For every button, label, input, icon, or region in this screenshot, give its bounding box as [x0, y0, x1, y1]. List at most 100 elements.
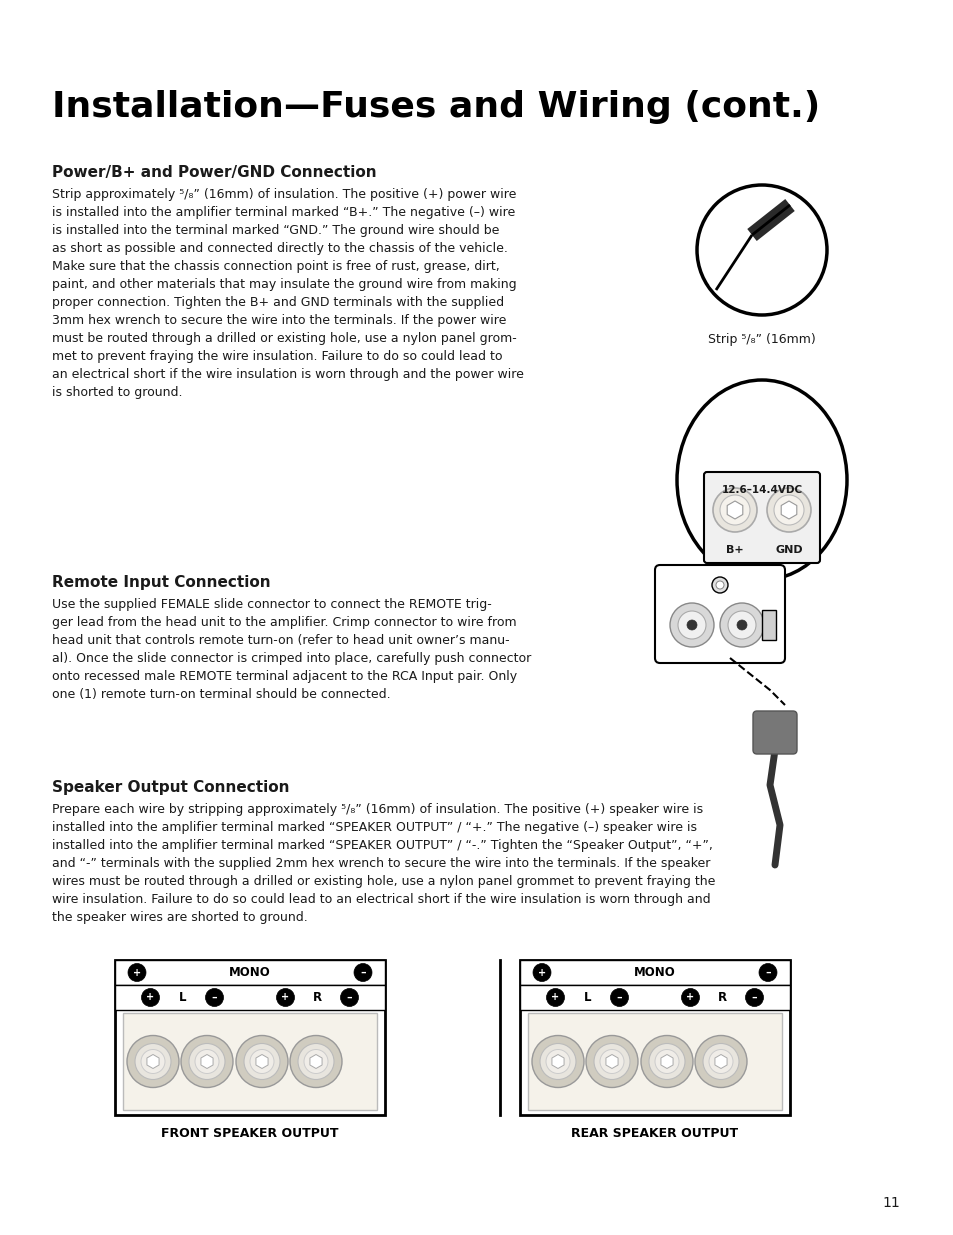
- Text: –: –: [360, 967, 365, 977]
- Circle shape: [546, 988, 564, 1007]
- Circle shape: [712, 488, 757, 532]
- Circle shape: [669, 603, 713, 647]
- Circle shape: [680, 988, 699, 1007]
- Text: MONO: MONO: [634, 966, 675, 979]
- Circle shape: [610, 988, 628, 1007]
- Text: 11: 11: [882, 1195, 899, 1210]
- Circle shape: [716, 580, 723, 589]
- Text: L: L: [178, 990, 186, 1004]
- Circle shape: [250, 1050, 274, 1073]
- Circle shape: [773, 495, 803, 525]
- Circle shape: [297, 1044, 334, 1079]
- Circle shape: [545, 1050, 569, 1073]
- Bar: [123, 1013, 376, 1110]
- Text: Remote Input Connection: Remote Input Connection: [52, 576, 271, 590]
- Circle shape: [759, 963, 776, 982]
- Text: R: R: [718, 990, 726, 1004]
- Text: GND: GND: [775, 545, 802, 555]
- Circle shape: [205, 988, 223, 1007]
- Circle shape: [235, 1035, 288, 1088]
- Circle shape: [128, 963, 146, 982]
- Polygon shape: [605, 1055, 618, 1068]
- Bar: [519, 960, 789, 1115]
- Text: MONO: MONO: [229, 966, 271, 979]
- Text: Power/B+ and Power/GND Connection: Power/B+ and Power/GND Connection: [52, 165, 376, 180]
- Circle shape: [744, 988, 762, 1007]
- Text: L: L: [583, 990, 591, 1004]
- Polygon shape: [201, 1055, 213, 1068]
- Circle shape: [244, 1044, 280, 1079]
- Circle shape: [711, 577, 727, 593]
- Text: FRONT SPEAKER OUTPUT: FRONT SPEAKER OUTPUT: [161, 1128, 338, 1140]
- Circle shape: [720, 603, 763, 647]
- Bar: [519, 960, 789, 986]
- Text: +: +: [132, 967, 141, 977]
- Circle shape: [585, 1035, 638, 1088]
- Circle shape: [141, 988, 159, 1007]
- Bar: [519, 986, 789, 1010]
- Circle shape: [695, 1035, 746, 1088]
- Circle shape: [594, 1044, 629, 1079]
- Circle shape: [539, 1044, 576, 1079]
- Circle shape: [290, 1035, 341, 1088]
- Circle shape: [678, 611, 705, 638]
- Circle shape: [189, 1044, 225, 1079]
- Circle shape: [686, 620, 697, 630]
- Polygon shape: [781, 501, 796, 519]
- FancyBboxPatch shape: [655, 564, 784, 663]
- Circle shape: [127, 1035, 179, 1088]
- Circle shape: [135, 1044, 171, 1079]
- Circle shape: [181, 1035, 233, 1088]
- FancyBboxPatch shape: [752, 711, 796, 755]
- Bar: [527, 1013, 781, 1110]
- Circle shape: [702, 1044, 739, 1079]
- Text: –: –: [751, 993, 757, 1003]
- Bar: [115, 960, 385, 1115]
- Circle shape: [655, 1050, 679, 1073]
- Text: –: –: [616, 993, 621, 1003]
- Polygon shape: [714, 1055, 726, 1068]
- FancyBboxPatch shape: [703, 472, 820, 563]
- Circle shape: [766, 488, 810, 532]
- Text: +: +: [537, 967, 545, 977]
- Text: Strip ⁵/₈” (16mm): Strip ⁵/₈” (16mm): [707, 333, 815, 346]
- Polygon shape: [310, 1055, 322, 1068]
- Polygon shape: [255, 1055, 268, 1068]
- Polygon shape: [147, 1055, 159, 1068]
- Circle shape: [340, 988, 358, 1007]
- Circle shape: [304, 1050, 328, 1073]
- Text: Prepare each wire by stripping approximately ⁵/₈” (16mm) of insulation. The posi: Prepare each wire by stripping approxima…: [52, 803, 715, 924]
- Text: Installation—Fuses and Wiring (cont.): Installation—Fuses and Wiring (cont.): [52, 90, 820, 124]
- Text: –: –: [346, 993, 352, 1003]
- Bar: [115, 986, 385, 1010]
- Circle shape: [194, 1050, 219, 1073]
- Circle shape: [648, 1044, 684, 1079]
- Circle shape: [141, 1050, 165, 1073]
- Text: +: +: [551, 993, 559, 1003]
- Text: +: +: [281, 993, 290, 1003]
- Circle shape: [708, 1050, 732, 1073]
- Circle shape: [599, 1050, 623, 1073]
- Circle shape: [533, 963, 551, 982]
- Bar: [761, 610, 775, 640]
- Text: R: R: [313, 990, 322, 1004]
- Circle shape: [532, 1035, 583, 1088]
- Circle shape: [276, 988, 294, 1007]
- Text: –: –: [764, 967, 770, 977]
- Text: Speaker Output Connection: Speaker Output Connection: [52, 781, 289, 795]
- Polygon shape: [660, 1055, 673, 1068]
- Text: B+: B+: [725, 545, 743, 555]
- Polygon shape: [552, 1055, 563, 1068]
- Bar: [115, 960, 385, 986]
- Circle shape: [737, 620, 746, 630]
- Text: +: +: [686, 993, 694, 1003]
- Text: Use the supplied FEMALE slide connector to connect the REMOTE trig-
ger lead fro: Use the supplied FEMALE slide connector …: [52, 598, 531, 701]
- Text: 12.6–14.4VDC: 12.6–14.4VDC: [720, 485, 801, 495]
- Circle shape: [354, 963, 372, 982]
- Circle shape: [640, 1035, 692, 1088]
- Text: –: –: [212, 993, 217, 1003]
- Text: Strip approximately ⁵/₈” (16mm) of insulation. The positive (+) power wire
is in: Strip approximately ⁵/₈” (16mm) of insul…: [52, 188, 523, 399]
- Text: +: +: [146, 993, 154, 1003]
- Circle shape: [720, 495, 749, 525]
- Polygon shape: [726, 501, 742, 519]
